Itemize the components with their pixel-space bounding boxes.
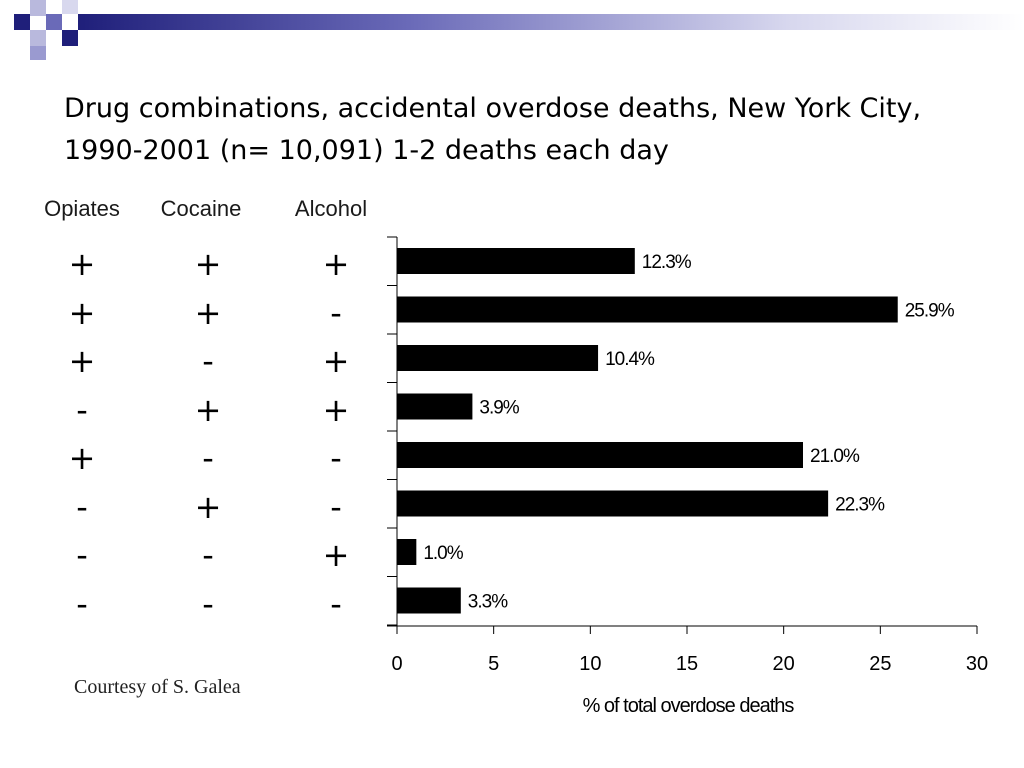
sign-opiates-row-8: - — [76, 584, 88, 623]
bar — [397, 442, 803, 468]
bar-data-label: 3.3% — [468, 592, 508, 613]
bar-data-label: 10.4% — [605, 349, 655, 370]
credit-text: Courtesy of S. Galea — [74, 676, 241, 698]
sign-alcohol-row-8: - — [330, 584, 342, 623]
bar — [397, 490, 829, 517]
bar-data-label: 21.0% — [810, 446, 860, 467]
sign-opiates-row-7: - — [76, 536, 88, 574]
bar — [397, 248, 635, 274]
x-tick-label: 30 — [966, 653, 988, 675]
slide-title: Drug combinations, accidental overdose d… — [64, 93, 922, 166]
sign-alcohol-row-6: - — [330, 487, 342, 526]
bar-data-label: 1.0% — [423, 543, 463, 564]
sign-alcohol-row-3: + — [322, 342, 350, 380]
sign-cocaine-row-2: + — [194, 293, 222, 332]
corner-square-mid-2 — [30, 46, 46, 60]
sign-opiates-row-4: - — [76, 390, 88, 429]
sign-opiates-row-2: + — [68, 293, 96, 332]
sign-cocaine-row-3: - — [202, 342, 214, 380]
bar — [397, 539, 417, 565]
bar-data-label: 12.3% — [642, 252, 692, 273]
sign-cocaine-row-8: - — [202, 584, 214, 623]
corner-square-light-2 — [30, 30, 46, 46]
sign-cocaine-row-1: + — [194, 245, 222, 283]
sign-alcohol-row-1: + — [322, 245, 350, 283]
x-tick-label: 20 — [773, 653, 795, 675]
x-tick-label: 5 — [488, 653, 499, 675]
sign-opiates-row-6: - — [76, 487, 88, 526]
x-axis-title: % of total overdose deaths — [583, 695, 795, 717]
bar-data-label: 3.9% — [479, 398, 519, 419]
bar — [397, 296, 898, 323]
bar — [397, 345, 599, 371]
sign-opiates-row-1: + — [68, 245, 96, 283]
bar — [397, 393, 473, 420]
sign-opiates-row-5: + — [68, 439, 96, 477]
bar — [397, 587, 461, 614]
sign-alcohol-row-7: + — [322, 536, 350, 574]
corner-square-light-3 — [62, 0, 78, 14]
header-gradient-bar — [78, 14, 1024, 30]
corner-square-mid — [46, 14, 62, 30]
x-tick-label: 0 — [391, 653, 402, 675]
sign-cocaine-row-4: + — [194, 390, 222, 429]
column-header-cocaine: Cocaine — [160, 196, 242, 221]
column-header-opiates: Opiates — [44, 196, 120, 221]
column-header-alcohol: Alcohol — [294, 196, 368, 221]
corner-square-dark — [14, 14, 30, 30]
x-tick-label: 15 — [676, 653, 698, 675]
x-tick-label: 25 — [869, 653, 891, 675]
sign-alcohol-row-5: - — [330, 439, 342, 477]
corner-square-light — [30, 0, 46, 16]
sign-alcohol-row-4: + — [322, 390, 350, 429]
sign-alcohol-row-2: - — [330, 293, 342, 332]
sign-cocaine-row-6: + — [194, 487, 222, 526]
x-tick-label: 10 — [579, 653, 601, 675]
corner-square-dark-2 — [62, 30, 78, 46]
corner-decoration — [0, 0, 1024, 60]
sign-cocaine-row-7: - — [202, 536, 214, 574]
bar-data-label: 25.9% — [905, 301, 955, 322]
bar-data-label: 22.3% — [835, 495, 885, 516]
sign-cocaine-row-5: - — [202, 439, 214, 477]
sign-opiates-row-3: + — [68, 342, 96, 380]
